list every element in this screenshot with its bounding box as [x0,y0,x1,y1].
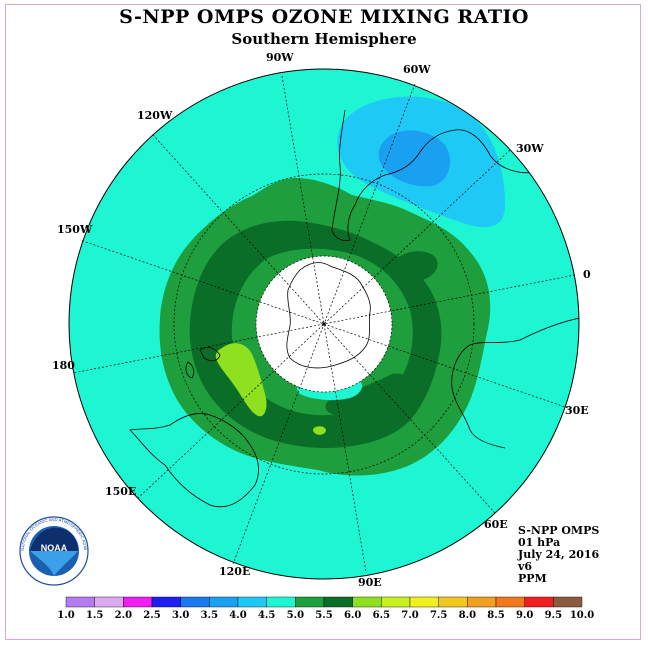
meridian-0 [72,274,576,374]
india-coast [524,469,561,521]
meridian-60w [232,83,416,565]
colorbar-label: 5.0 [287,610,304,621]
colorbar-swatch [467,596,497,608]
colorbar-swatch [151,596,181,608]
colorbar-swatch [209,596,239,608]
colorbar-label: 8.5 [487,610,504,621]
field-6.0-6.5-dot [312,426,326,435]
lat-circle-inner [255,255,393,393]
ozone-field [69,69,579,579]
lon-label-120w: 120W [137,109,173,122]
colorbar-label: 7.5 [430,610,447,621]
colorbar-label: 2.0 [115,610,132,621]
info-instrument: S-NPP OMPS [518,524,600,537]
lon-label-90e: 90E [358,576,382,589]
colorbar-label: 1.5 [86,610,103,621]
globe-outline [68,68,580,580]
colorbar-swatch [323,596,353,608]
australia-coast [129,413,259,508]
lon-label-90w: 90W [266,51,294,64]
colorbar-label: 3.5 [201,610,218,621]
colorbar-label: 6.5 [373,610,390,621]
colorbar-swatch [266,596,296,608]
info-level: 01 hPa [518,536,561,549]
figure-subtitle: Southern Hemisphere [231,30,417,48]
info-version: v6 [518,560,533,573]
colorbar-label: 4.0 [229,610,246,621]
lon-label-0: 0 [583,268,591,281]
meridian-30w [137,149,511,499]
africa-coast [451,317,579,449]
colorbar-swatch [524,596,554,608]
colorbar-swatch [237,596,267,608]
field-5.5-6.0-spot [388,251,438,282]
colorbar-swatch [94,596,124,608]
lon-label-180: 180 [52,359,75,372]
colorbar-swatch [381,596,411,608]
lon-label-30e: 30E [565,404,589,417]
colorbar-swatch [495,596,525,608]
lon-label-30w: 30W [516,142,544,155]
lon-label-120e: 120E [219,565,250,578]
colorbar-swatch [180,596,210,608]
figure-frame [5,4,641,640]
lon-label-150w: 150W [57,223,93,236]
colorbar-label: 4.5 [258,610,275,621]
field-5.5-6.0-arc [325,373,420,420]
colorbar-label: 9.0 [516,610,533,621]
new-zealand-coast [185,347,221,379]
info-date: July 24, 2016 [518,548,600,561]
colorbar-swatch [295,596,325,608]
lon-label-150e: 150E [105,485,136,498]
colorbar-swatch [352,596,382,608]
logo-text: NOAA [41,543,68,553]
lowest-region [378,130,451,187]
south-america-coast [331,109,541,241]
logo-bird-shape [30,527,78,551]
info-block: S-NPP OMPS 01 hPa July 24, 2016 v6 PPM [518,525,599,585]
colorbar: 1.0 1.5 2.0 2.5 3.0 3.5 4.0 4.5 5.0 5.5 6.0 6.5 7.0 7… [57,596,594,621]
logo-wave-shape [30,551,78,576]
info-units: PPM [518,572,547,585]
longitude-labels: 90W 60W 30W 0 30E 60E 90E 120E 150E 180 … [52,51,591,589]
colorbar-swatch [65,596,95,608]
colorbar-label: 8.0 [459,610,476,621]
colorbar-label: 6.0 [344,610,361,621]
colorbar-label: 1.0 [57,610,74,621]
lat-circle-middle [173,173,475,475]
colorbar-label: 9.5 [545,610,562,621]
colorbar-swatch [123,596,153,608]
lon-label-60e: 60E [484,518,508,531]
colorbar-swatch [438,596,468,608]
colorbar-label: 10.0 [570,610,594,621]
lon-label-60w: 60W [403,63,431,76]
figure-title: S-NPP OMPS OZONE MIXING RATIO [119,6,529,28]
colorbar-label: 5.5 [315,610,332,621]
colorbar-swatch [409,596,439,608]
colorbar-label: 3.0 [172,610,189,621]
meridian-60e [152,134,496,514]
colorbar-label: 7.0 [401,610,418,621]
colorbar-swatch [553,596,583,608]
graticule [72,75,576,573]
colorbar-label: 2.5 [143,610,160,621]
field-6.0-6.5 [215,343,267,417]
antarctica-coast [286,262,371,369]
